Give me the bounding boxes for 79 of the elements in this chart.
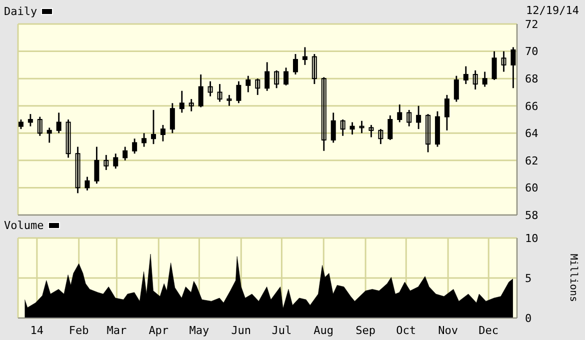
text: 12/19/14 — [526, 4, 579, 17]
x-tick-label: Apr — [148, 324, 169, 337]
candlestick — [492, 50, 497, 81]
candlestick — [406, 109, 412, 128]
candlestick — [28, 113, 33, 128]
y-tick-label: 58 — [525, 208, 538, 222]
chart-title: Daily — [4, 4, 38, 18]
x-tick-label: Oct — [396, 324, 416, 337]
x-tick-label: Jun — [231, 324, 252, 337]
y-tick-label: 72 — [525, 18, 538, 31]
candlestick — [236, 80, 242, 104]
candlestick — [510, 46, 516, 89]
candlestick — [501, 50, 506, 72]
candlestick — [75, 146, 80, 194]
candlestick — [18, 118, 24, 130]
candlestick — [150, 109, 156, 145]
candlestick — [160, 124, 166, 142]
candlestick — [321, 76, 326, 152]
candlestick — [56, 112, 62, 134]
y-tick-label: 10 — [525, 232, 538, 245]
candlestick — [378, 128, 384, 145]
candlestick — [122, 146, 128, 162]
candlestick — [388, 114, 393, 141]
candlestick — [179, 90, 184, 114]
candlestick — [444, 94, 450, 132]
candlestick — [226, 94, 232, 107]
x-tick-label: May — [189, 324, 210, 337]
y-tick-label: 5 — [525, 272, 532, 285]
candlestick — [208, 80, 213, 98]
candlestick — [142, 132, 147, 148]
x-tick-label: Mar — [106, 324, 128, 337]
x-tick-label: Jul — [272, 324, 292, 337]
candlestick — [104, 154, 109, 171]
candlestick — [368, 124, 374, 138]
candlestick — [217, 83, 222, 102]
y-axis-title: Millions — [567, 254, 578, 302]
candlestick — [37, 116, 42, 137]
candlestick — [113, 152, 118, 170]
y-tick-label: 68 — [525, 72, 538, 86]
y-tick-label: 64 — [525, 127, 539, 140]
candlestick — [330, 112, 336, 144]
y-tick-label: 0 — [525, 312, 532, 325]
candlestick — [264, 62, 270, 92]
candlestick — [94, 146, 100, 184]
x-tick-label: Sep — [356, 324, 376, 337]
candlestick — [255, 78, 260, 96]
x-tick-label: Aug — [314, 324, 334, 337]
y-tick-label: 66 — [525, 100, 538, 113]
candlestick — [66, 118, 71, 158]
candlestick — [302, 46, 308, 66]
candlestick — [416, 105, 422, 130]
candlestick — [84, 176, 90, 192]
candlestick — [472, 70, 478, 90]
candlestick — [274, 70, 280, 89]
candlestick — [359, 120, 364, 134]
candlestick — [284, 66, 289, 86]
candlestick — [482, 71, 488, 88]
x-tick-label: 14 — [30, 324, 44, 337]
candlestick — [188, 98, 194, 112]
candlestick — [397, 104, 402, 123]
x-tick-label: Nov — [438, 324, 458, 337]
candlestick — [454, 75, 459, 102]
candlestick — [170, 102, 175, 134]
candlestick — [132, 138, 138, 154]
candlestick — [312, 53, 317, 85]
candlestick — [292, 53, 298, 76]
candlestick — [426, 113, 431, 153]
candlestick — [46, 126, 52, 144]
candlestick — [350, 122, 355, 136]
chart-title: Volume — [4, 218, 44, 232]
candlestick — [198, 74, 204, 108]
y-tick-label: 60 — [525, 182, 538, 195]
x-tick-label: Dec — [478, 324, 499, 337]
y-tick-label: 70 — [525, 45, 538, 58]
x-tick-label: Feb — [68, 324, 89, 337]
y-tick-label: 62 — [525, 154, 538, 168]
candlestick — [246, 75, 251, 93]
candlestick — [463, 66, 468, 85]
candlestick — [340, 118, 346, 137]
